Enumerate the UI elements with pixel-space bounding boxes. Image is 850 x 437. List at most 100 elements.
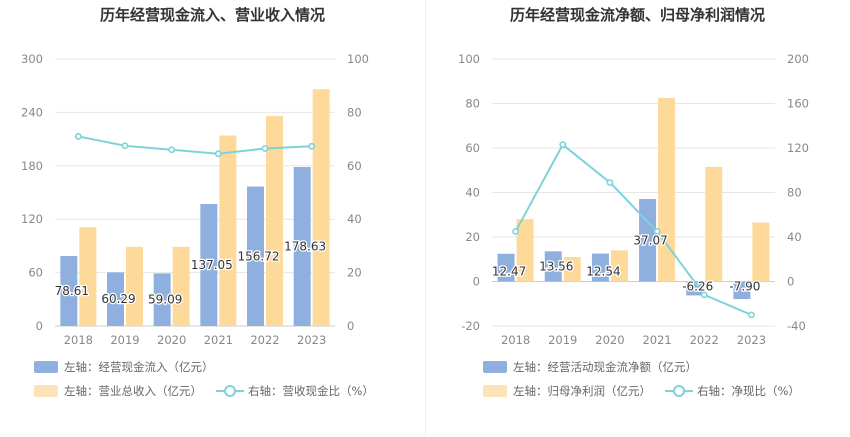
x-tick-label: 2023 (297, 333, 326, 347)
bar-2019-series-1 (107, 272, 124, 326)
chart-title: 历年经营现金流入、营业收入情况 (99, 6, 325, 24)
data-label-2021: 137.05 (191, 258, 233, 272)
data-label-2019: 13.56 (539, 259, 573, 273)
line-point-2019 (121, 142, 129, 150)
cash-inflow-revenue-panel: 历年经营现金流入、营业收入情况 0 60 120 180 240 300 0 20 40 60 80… (21, 6, 374, 399)
y-right-tick-label: -40 (787, 319, 806, 333)
legend-item-revenue[interactable]: 左轴：营业总收入（亿元） (34, 383, 202, 399)
y-right-tick-label: 120 (787, 141, 809, 155)
line-point-2018 (512, 228, 519, 235)
y-right-tick-label: 60 (347, 159, 362, 173)
line-point-2023 (748, 311, 755, 319)
legend-label: 左轴：归母净利润（亿元） (513, 384, 651, 398)
legend-item-net-cash-ratio[interactable]: 右轴：净现比（%） (665, 383, 800, 399)
x-tick-label: 2018 (64, 333, 93, 347)
line-point-2023 (308, 142, 316, 150)
y-left-tick-label: 80 (465, 97, 480, 111)
legend-swatch (34, 361, 58, 373)
x-tick-label: 2021 (204, 333, 233, 347)
data-label-2023: -7.90 (729, 280, 760, 294)
cash-inflow-revenue-chart: 0 60 120 180 240 300 0 20 40 60 80 100 2018 2019 2020 2… (21, 52, 369, 347)
legend-line-swatch (216, 385, 244, 397)
bar-2018-series-2 (516, 219, 534, 282)
y-left-tick-label: 0 (473, 275, 480, 289)
legend-label: 右轴：净现比（%） (697, 384, 800, 398)
bar-2023-series-1 (733, 281, 751, 300)
bar-2019-series-1 (544, 251, 562, 282)
y-left-tick-label: -20 (461, 319, 480, 333)
legend-item-net-profit[interactable]: 左轴：归母净利润（亿元） (483, 383, 651, 399)
y-left-tick-label: 60 (465, 141, 480, 155)
y-left-tick-label: 0 (36, 319, 43, 333)
legend-item-cash-inflow[interactable]: 左轴：经营现金流入（亿元） (34, 359, 214, 375)
x-tick-label: 2019 (548, 333, 577, 347)
bar-2022-series-2 (266, 115, 283, 327)
line-point-2021 (653, 228, 661, 235)
legend-label: 左轴：经营现金流入（亿元） (64, 360, 214, 374)
bar-2019-series-2 (126, 246, 143, 326)
net-cash-flow-profit-chart: -20 0 20 40 60 80 100 -40 0 40 80 120 160 200 2018 2019… (458, 52, 809, 347)
y-left-tick-label: 300 (21, 52, 43, 66)
bar-2020-series-2 (610, 250, 628, 282)
y-left-tick-label: 40 (465, 186, 480, 200)
y-right-tick-label: 20 (347, 266, 362, 280)
y-right-tick-label: 160 (787, 97, 809, 111)
data-label-2023: 178.63 (284, 240, 326, 254)
y-right-tick-label: 200 (787, 52, 809, 66)
panel-divider (425, 0, 426, 437)
data-label-2022: 156.72 (238, 249, 280, 263)
bar-2019-series-2 (563, 257, 581, 282)
bar-2022-series-1 (686, 281, 704, 296)
y-right-tick-label: 0 (787, 275, 794, 289)
legend-swatch (34, 385, 58, 397)
x-tick-label: 2023 (737, 333, 766, 347)
y-left-tick-label: 180 (21, 159, 43, 173)
line-point-2018 (74, 133, 82, 140)
chart-title: 历年经营现金流净额、归母净利润情况 (509, 6, 765, 24)
bar-2018-series-1 (497, 253, 515, 282)
bar-2023-series-2 (312, 89, 330, 326)
bar-2020-series-1 (153, 273, 171, 326)
x-tick-label: 2018 (501, 333, 530, 347)
legend-line-swatch (665, 385, 693, 397)
line-point-2022 (700, 291, 708, 299)
data-label-2020: 59.09 (148, 293, 182, 307)
data-label-2021: 37.07 (633, 233, 667, 247)
bar-2022-series-1 (247, 186, 264, 326)
line-point-2021 (214, 150, 222, 158)
data-label-2020: 12.54 (586, 265, 620, 279)
bar-2023-series-2 (752, 222, 770, 282)
bar-2021-series-2 (658, 97, 676, 282)
y-left-tick-label: 60 (28, 266, 43, 280)
y-left-tick-label: 240 (21, 105, 43, 119)
line-point-2020 (168, 146, 176, 154)
x-tick-label: 2021 (642, 333, 671, 347)
legend-item-revenue-cash-ratio[interactable]: 右轴：营收现金比（%） (216, 383, 374, 399)
bar-2018-series-1 (60, 256, 78, 326)
y-right-tick-label: 0 (347, 319, 354, 333)
x-tick-label: 2019 (110, 333, 139, 347)
legend-swatch (483, 361, 507, 373)
bar-2018-series-2 (79, 227, 97, 326)
y-right-tick-label: 100 (347, 52, 369, 66)
data-label-2022: -6.26 (682, 280, 713, 294)
bar-2021-series-1 (200, 204, 218, 326)
bar-2020-series-2 (172, 246, 190, 326)
data-label-2018: 12.47 (492, 265, 526, 279)
bar-2021-series-2 (219, 135, 237, 326)
line-point-2020 (606, 179, 614, 186)
y-right-tick-label: 80 (347, 105, 362, 119)
x-tick-label: 2020 (157, 333, 186, 347)
line-point-2019 (559, 141, 567, 149)
legend-label: 左轴：经营活动现金流净额（亿元） (513, 360, 697, 374)
legend-item-net-operating-cash-flow[interactable]: 左轴：经营活动现金流净额（亿元） (483, 359, 697, 375)
legend-label: 右轴：营收现金比（%） (248, 384, 374, 398)
y-left-tick-label: 100 (458, 52, 480, 66)
x-tick-label: 2020 (595, 333, 624, 347)
bar-2021-series-1 (639, 199, 657, 282)
data-label-2019: 60.29 (101, 292, 135, 306)
line-point-2022 (261, 145, 269, 152)
bar-2023-series-1 (293, 167, 311, 326)
y-left-tick-label: 20 (465, 230, 480, 244)
legend-swatch (483, 385, 507, 397)
